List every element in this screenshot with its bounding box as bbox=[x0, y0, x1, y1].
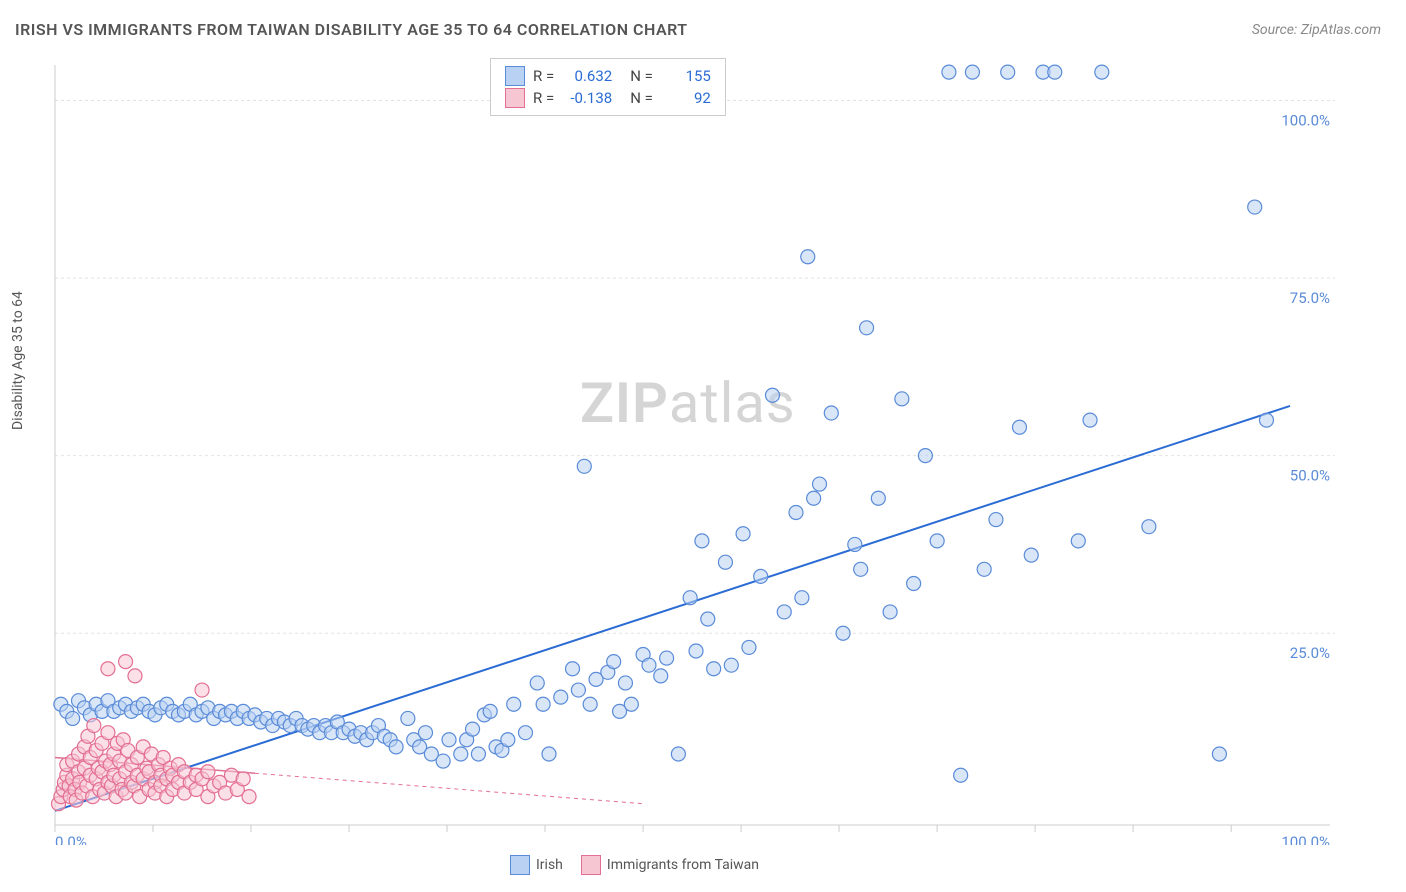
stats-legend-box: R = 0.632 N = 155 R = -0.138 N = 92 bbox=[490, 58, 726, 116]
svg-text:25.0%: 25.0% bbox=[1290, 644, 1330, 662]
svg-text:100.0%: 100.0% bbox=[1281, 833, 1330, 845]
bottom-legend: Irish Immigrants from Taiwan bbox=[510, 855, 759, 875]
chart-title: IRISH VS IMMIGRANTS FROM TAIWAN DISABILI… bbox=[15, 20, 688, 39]
svg-text:75.0%: 75.0% bbox=[1290, 289, 1330, 307]
y-axis-label: Disability Age 35 to 64 bbox=[10, 291, 26, 430]
legend-label-taiwan: Immigrants from Taiwan bbox=[607, 857, 759, 873]
legend-swatch-irish bbox=[510, 855, 530, 875]
n-value-irish: 155 bbox=[661, 65, 711, 87]
legend-item-taiwan: Immigrants from Taiwan bbox=[581, 855, 759, 875]
svg-text:0.0%: 0.0% bbox=[55, 833, 87, 845]
legend-swatch-taiwan bbox=[581, 855, 601, 875]
legend-label-irish: Irish bbox=[536, 857, 563, 873]
r-value-irish: 0.632 bbox=[562, 65, 612, 87]
stats-row-irish: R = 0.632 N = 155 bbox=[505, 65, 711, 87]
n-value-taiwan: 92 bbox=[661, 87, 711, 109]
svg-text:100.0%: 100.0% bbox=[1281, 112, 1330, 130]
legend-item-irish: Irish bbox=[510, 855, 563, 875]
stats-row-taiwan: R = -0.138 N = 92 bbox=[505, 87, 711, 109]
svg-text:50.0%: 50.0% bbox=[1290, 467, 1330, 485]
swatch-irish bbox=[505, 66, 525, 86]
source-text: Source: ZipAtlas.com bbox=[1252, 22, 1381, 38]
swatch-taiwan bbox=[505, 88, 525, 108]
chart-svg: 25.0% 50.0% 75.0% 100.0% 0.0% 100.0% bbox=[50, 55, 1340, 845]
scatter-chart: 25.0% 50.0% 75.0% 100.0% 0.0% 100.0% bbox=[50, 55, 1340, 845]
r-value-taiwan: -0.138 bbox=[562, 87, 612, 109]
